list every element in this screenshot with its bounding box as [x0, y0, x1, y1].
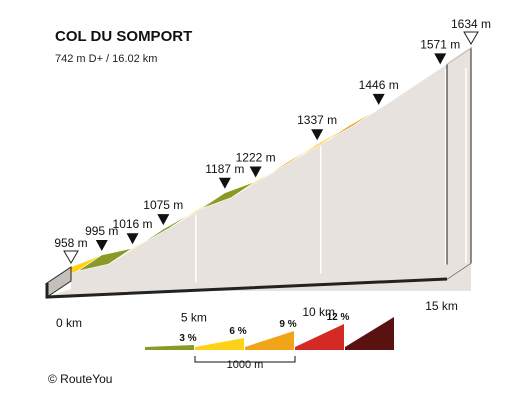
- x-tick-label-5km: 5 km: [181, 310, 207, 324]
- elevation-label-13: 1634 m: [451, 17, 491, 31]
- x-tick-label-15km: 15 km: [425, 299, 458, 313]
- copyright-text: © RouteYou: [48, 372, 112, 386]
- elevation-marker-12: [434, 53, 447, 65]
- scale-bar: [194, 356, 296, 363]
- legend-swatch-1: [145, 345, 194, 350]
- elevation-label-2: 1016 m: [113, 217, 153, 231]
- profile-layer: [45, 47, 472, 299]
- legend-layer: 3 % 6 % 9 % 12 % 1000 m: [145, 312, 394, 371]
- elevation-marker-0: [63, 250, 79, 264]
- legend-label-4: 12 %: [327, 312, 350, 323]
- legend-label-1: 3 %: [179, 333, 196, 344]
- elevation-label-1: 995 m: [85, 224, 118, 238]
- elevation-marker-8: [311, 129, 324, 141]
- elevation-label-8: 1337 m: [297, 113, 337, 127]
- elevation-label-6: 1222 m: [236, 150, 276, 164]
- elevation-label-5: 1187 m: [205, 162, 244, 176]
- elevation-label-10: 1446 m: [359, 78, 399, 92]
- elevation-label-12: 1571 m: [420, 37, 460, 51]
- elevation-marker-3: [157, 214, 170, 226]
- slope-segment-13: [416, 47, 472, 85]
- elevation-label-0: 958 m: [54, 236, 87, 250]
- chart-subtitle: 742 m D+ / 16.02 km: [55, 53, 157, 65]
- profile-floor: [47, 263, 471, 297]
- profile-base-edge: [45, 277, 448, 299]
- legend-label-2: 6 %: [229, 326, 246, 337]
- elevation-marker-1: [95, 240, 108, 252]
- elevation-marker-2: [126, 233, 139, 245]
- legend-swatch-4: [295, 324, 344, 350]
- profile-end-face: [446, 47, 472, 280]
- elevation-marker-5: [218, 177, 231, 189]
- elevation-label-3: 1075 m: [143, 198, 183, 212]
- elevation-marker-13: [463, 31, 479, 45]
- scale-bar-label: 1000 m: [227, 359, 264, 371]
- elevation-marker-6: [249, 166, 262, 178]
- x-tick-label-10km: 10 km: [302, 305, 335, 319]
- x-tick-label-0km: 0 km: [56, 316, 82, 330]
- chart-title: COL DU SOMPORT: [55, 28, 192, 45]
- profile-back-face: [71, 48, 471, 291]
- elevation-marker-10: [372, 93, 385, 105]
- axis-layer: 0 km 5 km 10 km 15 km: [56, 299, 458, 330]
- legend-swatch-3: [245, 331, 294, 350]
- legend-swatch-2: [195, 338, 244, 350]
- legend-swatch-5: [345, 317, 394, 350]
- legend-label-3: 9 %: [279, 319, 296, 330]
